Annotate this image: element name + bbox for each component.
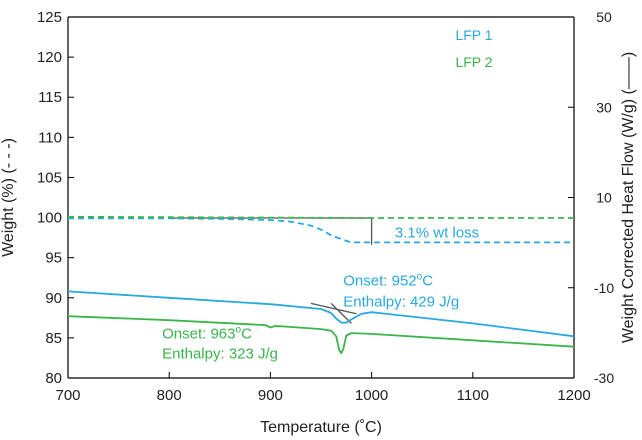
- y-left-tick-label: 100: [37, 210, 62, 227]
- x-tick-label: 900: [258, 387, 283, 404]
- helper-line: [330, 302, 352, 324]
- y-right-tick-label: -10: [594, 280, 614, 296]
- y-left-tick-label: 80: [45, 370, 62, 387]
- annotation-superscript: o: [417, 272, 423, 283]
- annotation-label: Onset: 952oC: [343, 272, 433, 290]
- annotation-label: Enthalpy: 323 J/g: [162, 346, 278, 363]
- x-axis-label: Temperature (˚C): [260, 419, 382, 436]
- annotation-text: Enthalpy: 429 J/g: [343, 294, 459, 311]
- annotation-label: Onset: 963oC: [162, 325, 252, 343]
- y-left-tick-label: 105: [37, 169, 62, 186]
- y-right-tick-label: 50: [596, 9, 612, 25]
- y-left-tick-label: 120: [37, 49, 62, 66]
- annotation-unit: C: [422, 273, 433, 290]
- legend-entry: LFP 2: [455, 54, 492, 70]
- y-left-tick-label: 125: [37, 9, 62, 26]
- series-lfp-1-weight: [68, 217, 574, 244]
- helper-line: [310, 302, 357, 315]
- y-left-tick-label: 95: [45, 250, 62, 267]
- annotation-text: Enthalpy: 323 J/g: [162, 346, 278, 363]
- x-tick-label: 800: [157, 387, 182, 404]
- series-lfp-2-weight: [67, 215, 574, 219]
- plot-area: [67, 215, 575, 355]
- x-tick-label: 700: [55, 387, 80, 404]
- annotation-label: 3.1% wt loss: [395, 225, 479, 242]
- y-left-tick-label: 115: [38, 89, 62, 106]
- x-tick-label: 1000: [355, 387, 388, 404]
- y-left-tick-label: 85: [45, 330, 62, 347]
- x-tick-label: 1200: [557, 387, 590, 404]
- helper-line: [169, 217, 373, 245]
- annotation-label: Enthalpy: 429 J/g: [343, 294, 459, 311]
- y-right-tick-label: -30: [594, 370, 614, 386]
- y-left-tick-label: 110: [38, 129, 62, 146]
- x-tick-label: 1100: [457, 387, 489, 404]
- y-right-tick-label: 10: [596, 190, 612, 206]
- series-lfp-2-heat-flow: [67, 315, 575, 355]
- annotation-unit: C: [241, 326, 252, 343]
- annotation-text: Onset: 963: [162, 326, 235, 343]
- y-right-axis-label: Weight Corrected Heat Flow (W/g) (——): [620, 52, 637, 343]
- annotation-superscript: o: [236, 325, 242, 336]
- legend-entry: LFP 1: [455, 27, 492, 43]
- y-left-tick-label: 90: [45, 290, 62, 307]
- y-right-tick-label: 30: [596, 99, 612, 115]
- annotation-text: 3.1% wt loss: [395, 225, 479, 242]
- axes: 700 800 900 1000 1100 1200 80 85 90 95 100 105 110 11…: [0, 9, 637, 436]
- series-lfp-1-heat-flow: [67, 290, 575, 338]
- annotation-text: Onset: 952: [343, 273, 416, 290]
- y-left-axis-label: Weight (%) (- - -): [0, 138, 17, 257]
